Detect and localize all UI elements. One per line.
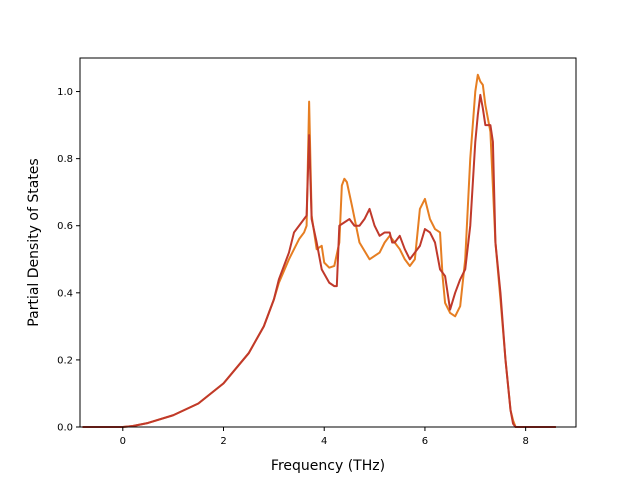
- y-axis-ticks: 0.0 0.2 0.4 0.6 0.8 1.0: [57, 87, 80, 434]
- y-tick-label: 0.0: [57, 423, 73, 434]
- x-axis-ticks: 0 2 4 6 8: [120, 427, 529, 447]
- y-tick-label: 1.0: [57, 87, 73, 98]
- y-tick-label: 0.6: [57, 221, 73, 232]
- plot-frame: [79, 57, 577, 428]
- x-tick-label: 0: [120, 436, 126, 447]
- series-layer: [82, 73, 556, 428]
- x-tick-label: 6: [422, 436, 428, 447]
- x-tick-label: 8: [522, 436, 528, 447]
- y-axis-title: Partial Density of States: [26, 158, 42, 326]
- x-tick-label: 4: [321, 436, 327, 447]
- y-tick-label: 0.8: [57, 154, 73, 165]
- series-line-2: [82, 93, 556, 428]
- x-axis-title: Frequency (THz): [271, 458, 385, 474]
- x-tick-label: 2: [220, 436, 226, 447]
- y-tick-label: 0.4: [57, 288, 73, 299]
- y-tick-label: 0.2: [57, 355, 73, 366]
